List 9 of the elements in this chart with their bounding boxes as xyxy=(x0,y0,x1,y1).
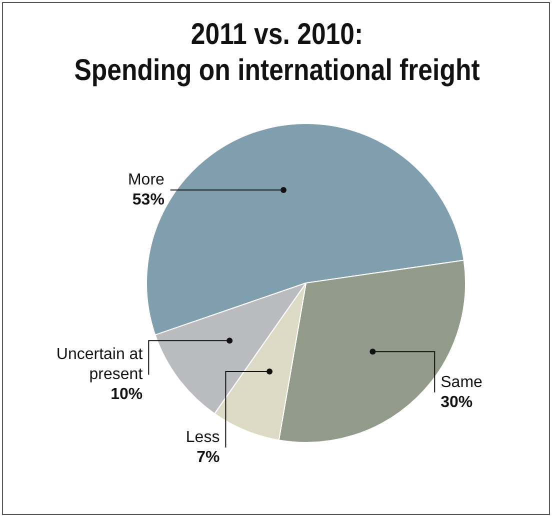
chart-title: 2011 vs. 2010: Spending on international freight xyxy=(73,17,481,89)
slice-label: Uncertain at present xyxy=(56,346,144,384)
data-label: 7% xyxy=(196,448,220,466)
data-label: 53% xyxy=(132,191,164,208)
data-label: 30% xyxy=(440,394,473,411)
slice-label: Less xyxy=(186,428,220,446)
data-label: 10% xyxy=(110,386,143,404)
slice-label: Same xyxy=(440,374,483,391)
slice-label: More xyxy=(128,171,165,188)
